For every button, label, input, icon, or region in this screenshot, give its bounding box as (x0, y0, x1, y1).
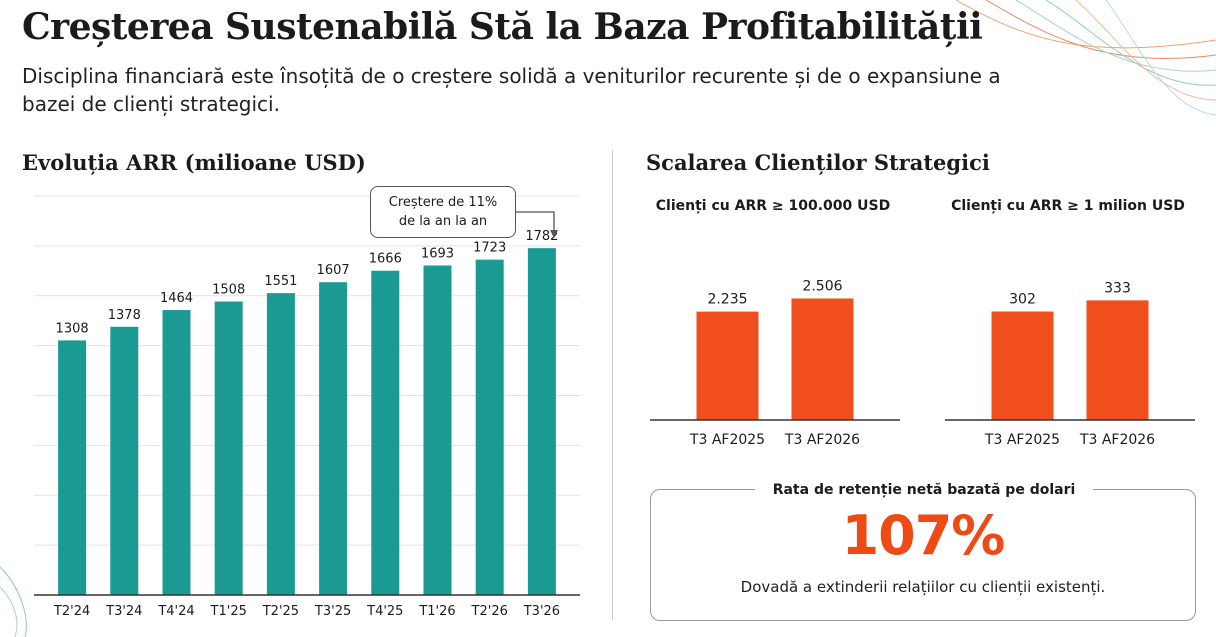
callout-arrow-icon (516, 211, 558, 238)
arr-value-label-5: 1607 (317, 263, 350, 278)
clients1m-value-label-0: 302 (1009, 292, 1036, 308)
clients-100k-heading: Clienți cu ARR ≥ 100.000 USD (655, 198, 891, 214)
arr-value-label-9: 1782 (525, 229, 558, 244)
arr-bar-5 (319, 282, 348, 595)
arr-tick-label-0: T2'24 (53, 604, 90, 619)
arr-tick-label-8: T2'26 (471, 604, 508, 619)
arr-value-label-2: 1464 (160, 291, 193, 306)
arr-bar-0 (58, 340, 87, 595)
arr-value-label-8: 1723 (473, 241, 506, 256)
arr-value-label-0: 1308 (56, 321, 89, 336)
arr-bar-4 (266, 293, 295, 595)
clients100k-bar-1 (791, 298, 854, 420)
arr-tick-label-3: T1'25 (210, 604, 247, 619)
growth-callout-line2: de la an la an (398, 214, 488, 229)
nrr-value: 107% (841, 504, 1006, 567)
arr-value-label-3: 1508 (212, 282, 245, 297)
arr-bar-2 (162, 310, 191, 595)
clients100k-tick-label-0: T3 AF2025 (689, 432, 765, 448)
clients-1m-heading: Clienți cu ARR ≥ 1 milion USD (951, 198, 1185, 214)
arr-value-label-4: 1551 (264, 274, 297, 289)
nrr-caption: Dovadă a extinderii relațiilor cu clienț… (740, 578, 1106, 596)
growth-callout-line1: Creștere de 11% (388, 195, 498, 210)
clients1m-bar-0 (991, 311, 1054, 420)
clients1m-bar-1 (1086, 300, 1149, 420)
decorative-waves (955, 0, 1216, 116)
arr-bar-7 (423, 265, 452, 595)
clients-section-title: Scalarea Clienților Strategici (646, 150, 990, 175)
arr-tick-label-2: T4'24 (157, 604, 194, 619)
arr-value-label-6: 1666 (369, 252, 402, 267)
clients100k-bar-0 (696, 311, 759, 420)
clients1m-value-label-1: 333 (1104, 280, 1131, 296)
arr-value-label-1: 1378 (108, 308, 141, 323)
arr-bar-8 (475, 259, 504, 595)
arr-section-title: Evoluția ARR (milioane USD) (22, 150, 366, 175)
nrr-label: Rata de retenție netă bazată pe dolari (755, 480, 1093, 500)
clients1m-tick-label-0: T3 AF2025 (984, 432, 1060, 448)
growth-callout: Creștere de 11% de la an la an (370, 186, 516, 238)
clients100k-tick-label-1: T3 AF2026 (784, 432, 860, 448)
arr-bar-6 (371, 270, 400, 595)
arr-tick-label-5: T3'25 (314, 604, 351, 619)
arr-bar-9 (527, 248, 556, 595)
section-divider (612, 150, 613, 620)
page-title: Creșterea Sustenabilă Stă la Baza Profit… (22, 6, 983, 48)
arr-tick-label-4: T2'25 (262, 604, 299, 619)
arr-tick-label-6: T4'25 (366, 604, 403, 619)
clients1m-tick-label-1: T3 AF2026 (1079, 432, 1155, 448)
arr-bar-1 (110, 326, 139, 595)
arr-tick-label-7: T1'26 (418, 604, 455, 619)
arr-value-label-7: 1693 (421, 246, 454, 261)
clients100k-value-label-1: 2.506 (802, 278, 842, 294)
decorative-waves-left (0, 566, 27, 637)
arr-tick-label-9: T3'26 (523, 604, 560, 619)
clients100k-value-label-0: 2.235 (707, 292, 747, 308)
arr-tick-label-1: T3'24 (105, 604, 142, 619)
page-subtitle: Disciplina financiară este însoțită de o… (22, 64, 1001, 116)
arr-bar-3 (214, 301, 243, 595)
